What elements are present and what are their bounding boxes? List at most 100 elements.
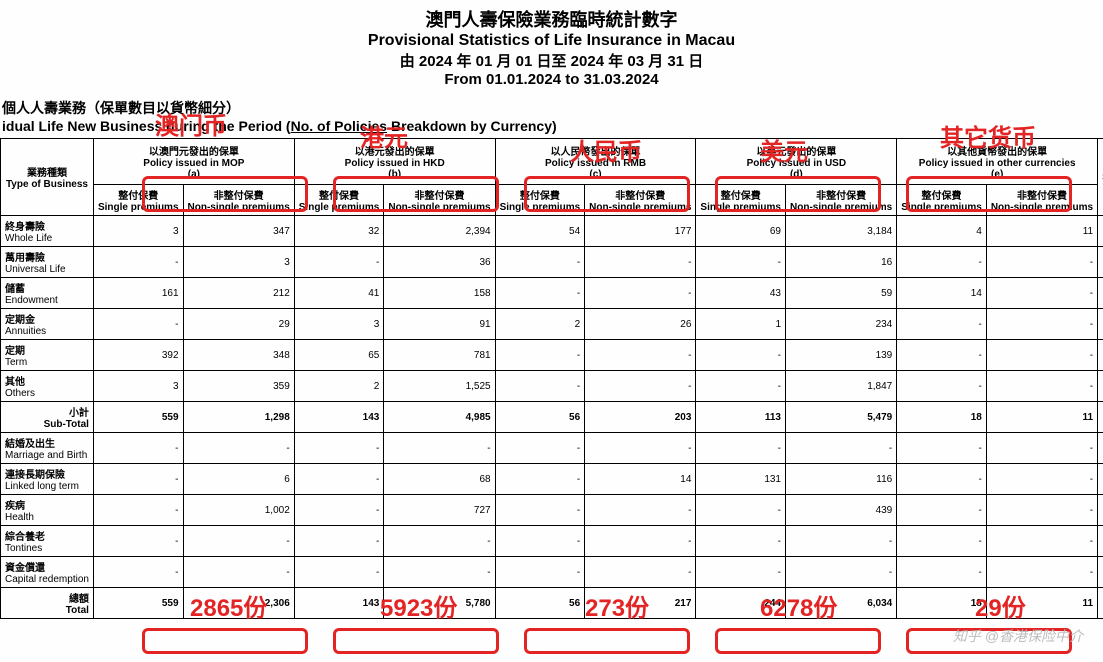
cell: 65 <box>294 340 384 371</box>
section-cn: 個人人壽業務（保單數目以貨幣細分） <box>2 100 240 116</box>
period-en: From 01.01.2024 to 31.03.2024 <box>0 71 1103 88</box>
cell: 5,780 <box>384 588 495 619</box>
cell: - <box>897 433 987 464</box>
cell: 59 <box>786 278 897 309</box>
cell: - <box>986 495 1097 526</box>
section-en-post: Breakdown by Currency) <box>387 118 557 134</box>
cell: - <box>696 557 786 588</box>
cell: - <box>495 433 585 464</box>
col-single: 整付保費Single premiums <box>93 185 183 216</box>
cell: 244 <box>696 588 786 619</box>
cell: 16 <box>786 247 897 278</box>
cell: 3 <box>183 247 294 278</box>
cell: 1,847 <box>786 371 897 402</box>
col-nonsingle: 非整付保費Non-single premiums <box>585 185 696 216</box>
cell: - <box>495 557 585 588</box>
cell: - <box>294 495 384 526</box>
watermark: 知乎 @香港保险中介 <box>953 626 1083 646</box>
cell: 18 <box>897 402 987 433</box>
cell-trailing <box>1098 464 1103 495</box>
row-label: 萬用壽險Universal Life <box>1 247 94 278</box>
cell: 234 <box>786 309 897 340</box>
cell: 91 <box>384 309 495 340</box>
cell: - <box>384 557 495 588</box>
row-label: 資金償還Capital redemption <box>1 557 94 588</box>
cell: 6 <box>183 464 294 495</box>
cell: - <box>93 247 183 278</box>
cell: 11 <box>986 402 1097 433</box>
cell: 217 <box>585 588 696 619</box>
cell: - <box>696 526 786 557</box>
cell: - <box>585 371 696 402</box>
col-nonsingle: 非整付保費Non-single premiums <box>786 185 897 216</box>
col-usd: 以美元發出的保單 Policy issued in USD (d) <box>696 139 897 185</box>
cell: - <box>897 495 987 526</box>
cell: - <box>585 278 696 309</box>
cell: - <box>585 495 696 526</box>
cell-trailing <box>1098 402 1103 433</box>
cell: 4 <box>897 216 987 247</box>
cell: 439 <box>786 495 897 526</box>
row-label: 定期金Annuities <box>1 309 94 340</box>
col-trailing: S <box>1098 139 1103 216</box>
cell: - <box>183 433 294 464</box>
cell: - <box>495 526 585 557</box>
cell: 11 <box>986 588 1097 619</box>
col-nonsingle: 非整付保費Non-single premiums <box>384 185 495 216</box>
cell: - <box>986 557 1097 588</box>
cell: - <box>897 247 987 278</box>
cell: - <box>384 526 495 557</box>
cell: - <box>986 464 1097 495</box>
cell: - <box>897 526 987 557</box>
table-row: 定期Term39234865781---139-- <box>1 340 1103 371</box>
cell: - <box>696 340 786 371</box>
cell: 32 <box>294 216 384 247</box>
policy-table: 業務種類 Type of Business 以澳門元發出的保單 Policy i… <box>0 138 1103 619</box>
header-row-1: 業務種類 Type of Business 以澳門元發出的保單 Policy i… <box>1 139 1103 185</box>
cell: - <box>986 526 1097 557</box>
col-single: 整付保費Single premiums <box>495 185 585 216</box>
cell: 559 <box>93 588 183 619</box>
cell: 2 <box>495 309 585 340</box>
col-single: 整付保費Single premiums <box>696 185 786 216</box>
cell: - <box>93 495 183 526</box>
period-cn: 由 2024 年 01 月 01 日至 2024 年 03 月 31 日 <box>0 50 1103 71</box>
cell: - <box>93 526 183 557</box>
cell: 14 <box>585 464 696 495</box>
cell: 5,479 <box>786 402 897 433</box>
col-type: 業務種類 Type of Business <box>1 139 94 216</box>
cell: - <box>897 309 987 340</box>
cell: 6,034 <box>786 588 897 619</box>
cell: 2 <box>294 371 384 402</box>
section-en-pre: idual Life New Business during the Perio… <box>2 118 291 134</box>
cell: - <box>495 278 585 309</box>
table-row: 其他Others335921,525---1,847-- <box>1 371 1103 402</box>
cell: - <box>897 464 987 495</box>
cell: 347 <box>183 216 294 247</box>
cell: - <box>93 433 183 464</box>
cell: - <box>294 464 384 495</box>
cell: 26 <box>585 309 696 340</box>
section-title: 個人人壽業務（保單數目以貨幣細分） idual Life New Busines… <box>2 98 1103 134</box>
cell-trailing <box>1098 216 1103 247</box>
col-mop: 以澳門元發出的保單 Policy issued in MOP (a) <box>93 139 294 185</box>
cell: 3 <box>294 309 384 340</box>
cell-trailing <box>1098 588 1103 619</box>
cell: - <box>986 433 1097 464</box>
cell: 3 <box>93 371 183 402</box>
cell: 116 <box>786 464 897 495</box>
cell: 727 <box>384 495 495 526</box>
cell-trailing <box>1098 526 1103 557</box>
cell: 3 <box>93 216 183 247</box>
col-rmb: 以人民幣發出的保單 Policy issued in RMB (c) <box>495 139 696 185</box>
cell: - <box>585 433 696 464</box>
cell-trailing <box>1098 557 1103 588</box>
cell: 56 <box>495 402 585 433</box>
table-row: 小計Sub-Total5591,2981434,985562031135,479… <box>1 402 1103 433</box>
cell: - <box>183 557 294 588</box>
cell: 1,002 <box>183 495 294 526</box>
cell: - <box>93 464 183 495</box>
section-en-underline: No. of Policies <box>291 118 387 134</box>
cell: 2,306 <box>183 588 294 619</box>
cell: - <box>93 557 183 588</box>
